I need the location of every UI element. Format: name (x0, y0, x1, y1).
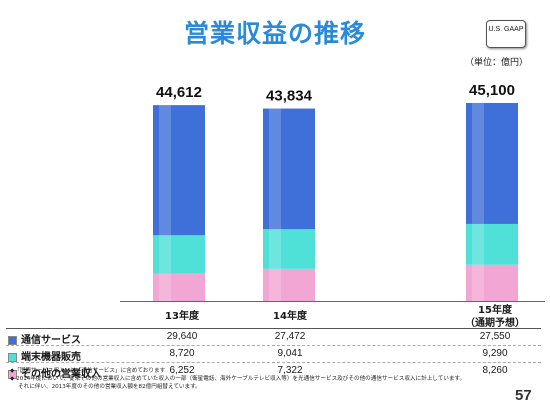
bar-segment (153, 273, 205, 301)
bar-segment (466, 223, 518, 265)
table-cell: 9,290 (482, 348, 508, 359)
category-label: 13年度 (165, 311, 199, 322)
page-number: 57 (515, 387, 532, 404)
table-row-divider (6, 345, 541, 346)
total-label: 45,100 (469, 82, 515, 99)
gaap-badge-text: U.S. GAAP (488, 26, 524, 33)
bar-segment (153, 235, 205, 274)
bar-segment (263, 108, 315, 230)
legend-swatch (8, 369, 17, 379)
table-row-divider (6, 328, 541, 329)
bar-highlight (269, 268, 281, 301)
page-title: 営業収益の推移 (183, 19, 366, 48)
bar-highlight (159, 105, 171, 236)
footnote-3: それに伴い、2013年度のその他の営業収入額を82億円組替えています。 (18, 384, 201, 390)
legend-label: その他の営業収入 (21, 369, 101, 380)
legend-swatch (8, 335, 17, 345)
bar-highlight (472, 103, 484, 224)
table-cell: 9,041 (277, 348, 303, 359)
footnote-2: ◆ 2014年度において、従来その他の営業収入に含めていた収入の一部（衛星電話、… (10, 376, 466, 382)
bar-segment (153, 105, 205, 236)
bar-segment (466, 103, 518, 224)
bar-segment (263, 229, 315, 269)
category-label: 14年度 (273, 311, 307, 322)
legend-swatch (8, 352, 17, 362)
bar-highlight (269, 229, 281, 269)
table-cell: 29,640 (166, 331, 198, 342)
table-cell: 8,260 (482, 365, 508, 376)
bar-highlight (159, 273, 171, 301)
table-row-label: 通信サービス (8, 331, 81, 346)
table-cell: 27,472 (274, 331, 306, 342)
legend-label: 端末機器販売 (21, 352, 81, 363)
table-cell: 7,322 (277, 365, 303, 376)
table-row-label: 端末機器販売 (8, 348, 81, 363)
gaap-badge: U.S. GAAP (486, 20, 526, 48)
table-cell: 27,550 (479, 331, 511, 342)
bar-highlight (472, 264, 484, 301)
bar-highlight (159, 235, 171, 274)
bar-highlight (269, 108, 281, 230)
table-row-divider (6, 362, 541, 363)
category-label: 15年度 （通期予想） (465, 305, 525, 329)
bar-segment (263, 268, 315, 301)
bar-highlight (472, 223, 484, 265)
total-label: 43,834 (266, 88, 313, 105)
total-label: 44,612 (156, 84, 202, 101)
legend-label: 通信サービス (21, 335, 81, 346)
bar-segment (466, 264, 518, 301)
table-row-label: その他の営業収入 (8, 365, 101, 380)
unit-label: （単位：億円） (465, 58, 529, 68)
table-cell: 8,720 (169, 348, 195, 359)
table-cell: 6,252 (169, 365, 195, 376)
footnote-1: ◆「国際サービス収入」は「通信サービス」に含めております (10, 368, 166, 374)
